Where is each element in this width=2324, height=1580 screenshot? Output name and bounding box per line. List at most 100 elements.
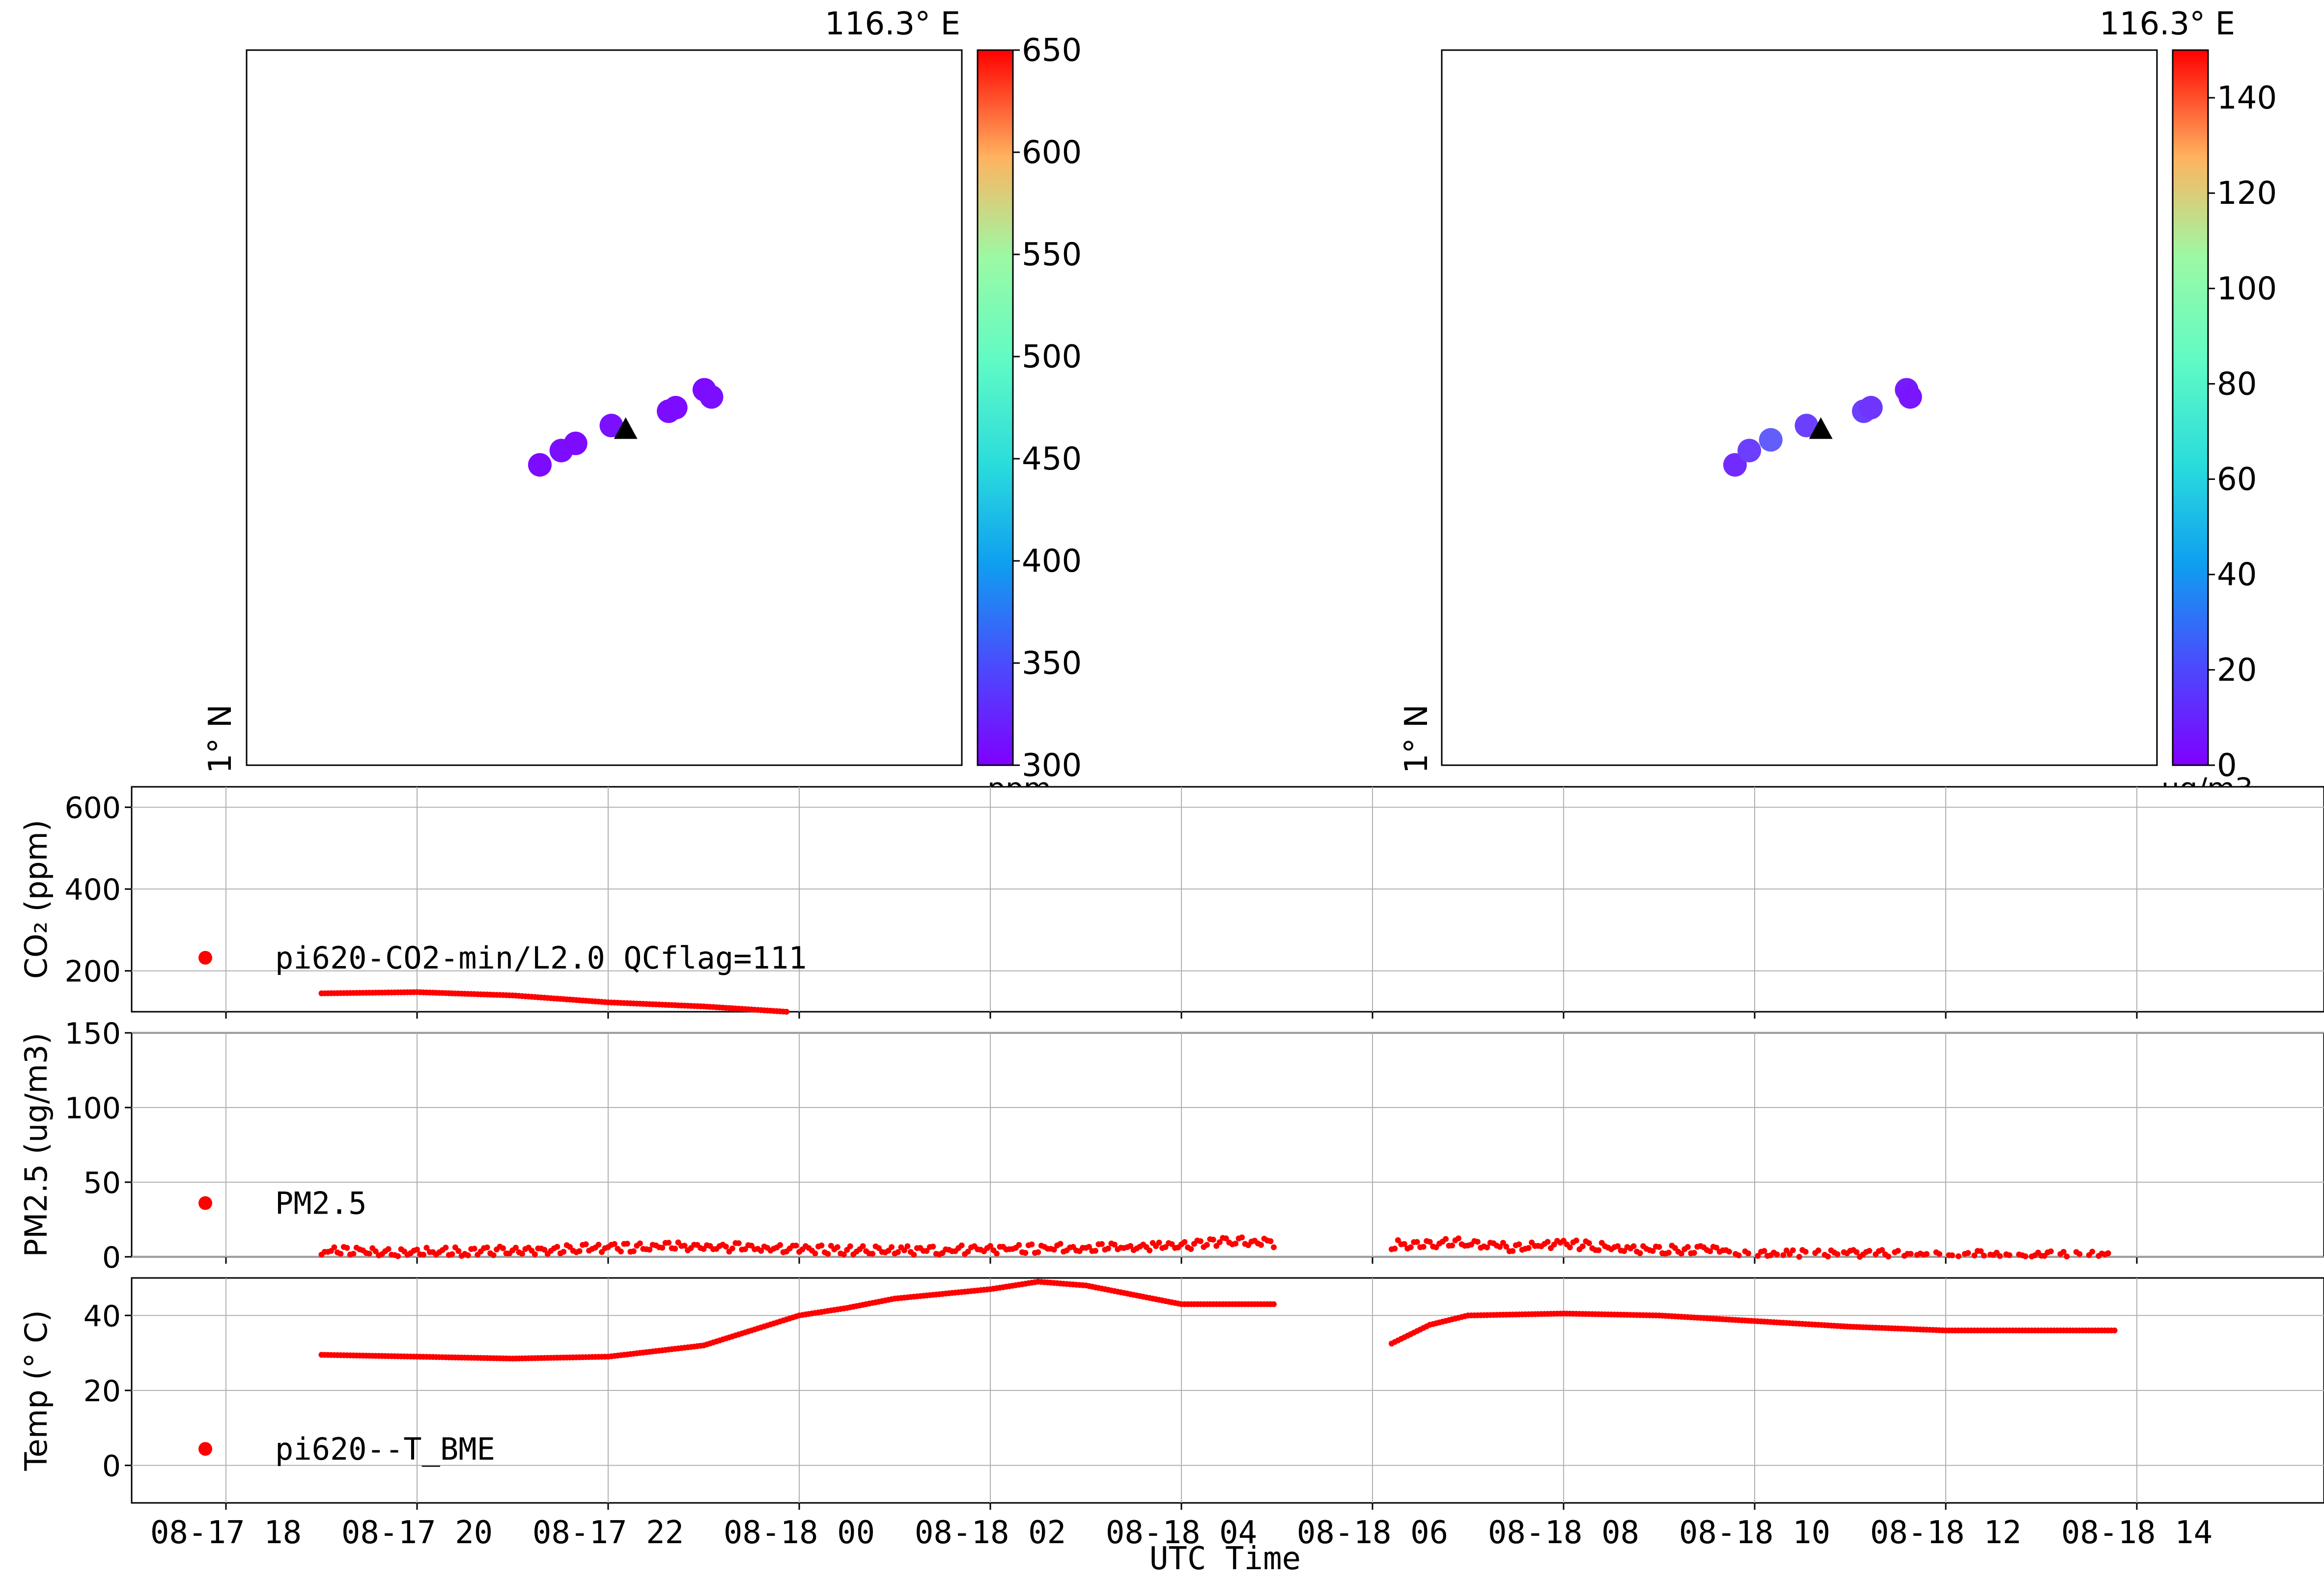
- data-point: [1586, 1240, 1592, 1247]
- data-point: [1936, 1251, 1943, 1257]
- data-point: [784, 1009, 790, 1015]
- data-point: [1503, 1244, 1510, 1250]
- data-point: [554, 1244, 560, 1250]
- map-point: [1759, 428, 1783, 452]
- data-point: [385, 1246, 392, 1252]
- data-point: [924, 1247, 930, 1254]
- x-tick-label: 08-17 20: [341, 1515, 493, 1551]
- panel-1: 0 50 100 150 PM2.5 (ug/m3) PM2.5: [18, 1017, 2324, 1275]
- data-point: [484, 1244, 490, 1250]
- data-point: [1815, 1247, 1821, 1254]
- data-point: [576, 1248, 583, 1254]
- y-tick-label: 400: [64, 873, 121, 907]
- x-tick-label: 08-17 18: [150, 1515, 302, 1551]
- map-co2: 116.3° E 1° N: [202, 6, 963, 774]
- data-point: [876, 1245, 882, 1251]
- x-tick-label: 08-18 10: [1679, 1515, 1830, 1551]
- data-point: [2022, 1253, 2029, 1259]
- station-marker: [1809, 417, 1833, 439]
- data-point: [911, 1251, 917, 1258]
- data-point: [1736, 1252, 1742, 1259]
- data-point: [1086, 1244, 1092, 1250]
- map-pm25: 116.3° E 1° N: [1399, 6, 2235, 774]
- panel-frame: [131, 1032, 2324, 1258]
- data-point: [1834, 1251, 1841, 1257]
- data-point: [1223, 1235, 1229, 1242]
- data-point: [1567, 1244, 1573, 1250]
- data-point: [993, 1250, 1000, 1257]
- data-point: [1949, 1252, 1955, 1258]
- data-point: [350, 1250, 357, 1257]
- data-point: [1745, 1250, 1752, 1257]
- data-point: [1232, 1240, 1239, 1247]
- data-point: [532, 1251, 538, 1258]
- data-point: [735, 1240, 742, 1247]
- data-point: [1907, 1250, 1914, 1257]
- map-co2-lat-label: 1° N: [202, 704, 239, 774]
- data-point: [758, 1247, 764, 1254]
- data-point: [1271, 1301, 1277, 1307]
- time-series-panels: 200 400 600 CO₂ (ppm) pi620-CO2-min/L2.0 QCf…: [18, 786, 2324, 1510]
- y-tick-label: 600: [64, 791, 121, 826]
- map-point: [700, 385, 724, 409]
- x-tick-label: 08-18 02: [915, 1515, 1066, 1551]
- data-point: [1127, 1243, 1134, 1249]
- x-axis-label: UTC Time: [1149, 1541, 1301, 1577]
- colorbar-tick-label: 60: [2217, 462, 2257, 498]
- data-point: [490, 1252, 497, 1258]
- x-tick-label: 08-18 08: [1488, 1515, 1639, 1551]
- data-point: [1181, 1239, 1188, 1245]
- map-point: [563, 431, 588, 455]
- data-point: [2076, 1251, 2083, 1257]
- map-point: [599, 414, 623, 438]
- data-point: [611, 1241, 617, 1247]
- data-point: [1098, 1241, 1105, 1247]
- data-point: [1997, 1253, 2003, 1259]
- y-tick-label: 200: [64, 955, 121, 989]
- data-point: [840, 1251, 847, 1258]
- data-point: [1016, 1242, 1022, 1248]
- colorbar-tick-label: 450: [1022, 441, 1082, 477]
- data-point: [331, 1244, 337, 1250]
- map-pm25-points: [1723, 378, 1922, 477]
- data-point: [1650, 1248, 1656, 1254]
- data-point: [1210, 1237, 1216, 1243]
- x-tick-label: 08-18 12: [1870, 1515, 2021, 1551]
- data-point: [1790, 1247, 1796, 1253]
- y-tick-label: 0: [102, 1449, 121, 1484]
- data-point: [1392, 1246, 1398, 1252]
- y-axis-label: CO₂ (ppm): [18, 820, 54, 979]
- colorbar-pm25-ticks: 0 20 40 60 80 100 120 140: [2208, 80, 2277, 784]
- data-point: [1755, 1252, 1761, 1259]
- data-point: [1924, 1251, 1930, 1257]
- data-point: [1156, 1240, 1162, 1246]
- data-point: [825, 1250, 831, 1257]
- data-point: [2064, 1253, 2070, 1260]
- data-point: [1678, 1250, 1684, 1257]
- colorbar-tick-label: 100: [2217, 271, 2277, 307]
- x-tick-label: 08-18 06: [1297, 1515, 1448, 1551]
- data-point: [1427, 1239, 1433, 1245]
- data-point: [1885, 1253, 1892, 1260]
- data-point: [812, 1250, 818, 1257]
- time-axis: 08-17 18 08-17 20 08-17 22 08-18 00 08-18 02…: [150, 1515, 2212, 1551]
- data-point: [1981, 1252, 1987, 1259]
- colorbar-tick-label: 600: [1022, 135, 1082, 171]
- data-point: [672, 1246, 678, 1252]
- data-point: [617, 1248, 624, 1255]
- legend-label: pi620-CO2-min/L2.0 QCflag=111: [275, 940, 807, 976]
- colorbar-tick-label: 20: [2217, 652, 2257, 689]
- data-point: [512, 1245, 519, 1251]
- legend-marker: [198, 1442, 212, 1456]
- data-point: [1407, 1244, 1414, 1250]
- legend-label: pi620--T_BME: [275, 1431, 495, 1467]
- data-point: [1420, 1244, 1427, 1250]
- data-point: [1879, 1247, 1885, 1253]
- data-point: [1761, 1248, 1767, 1254]
- data-point: [1665, 1249, 1672, 1256]
- colorbar-tick-label: 400: [1022, 543, 1082, 580]
- data-point: [1579, 1243, 1586, 1249]
- colorbar-tick-label: 40: [2217, 557, 2257, 593]
- map-co2-frame: [246, 49, 963, 766]
